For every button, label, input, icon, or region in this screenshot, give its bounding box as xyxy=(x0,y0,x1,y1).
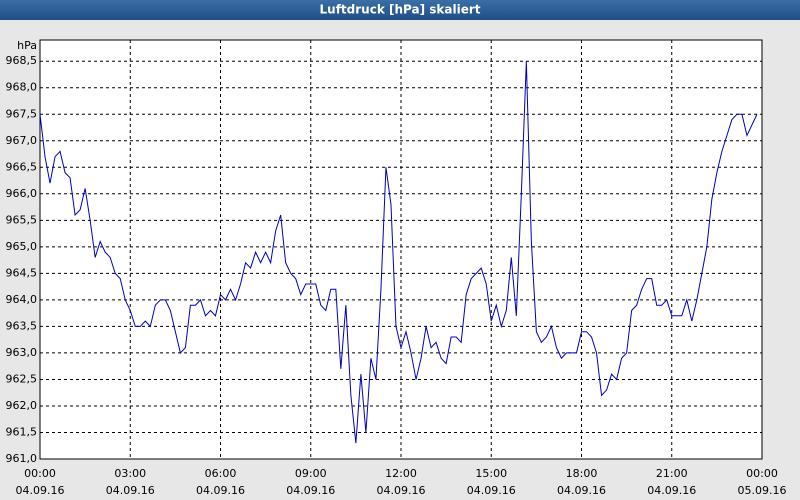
y-tick-label: 965,0 xyxy=(6,240,38,253)
y-tick-label: 966,0 xyxy=(6,187,38,200)
x-tick-label: 09:00 xyxy=(295,467,327,480)
x-tick-label: 21:00 xyxy=(656,467,688,480)
x-tick-date: 04.09.16 xyxy=(196,484,245,497)
x-tick-label: 15:00 xyxy=(475,467,507,480)
y-tick-label: 967,0 xyxy=(6,134,38,147)
x-tick-date: 04.09.16 xyxy=(106,484,155,497)
y-tick-label: 962,0 xyxy=(6,399,38,412)
title-bar xyxy=(0,0,800,20)
y-tick-label: 964,0 xyxy=(6,293,38,306)
y-tick-label: 967,5 xyxy=(6,107,38,120)
x-tick-date: 04.09.16 xyxy=(647,484,696,497)
data-line xyxy=(39,61,758,444)
y-tick-label: 964,5 xyxy=(6,266,38,279)
y-tick-label: 965,5 xyxy=(6,213,38,226)
x-tick-date: 04.09.16 xyxy=(377,484,426,497)
x-tick-date: 04.09.16 xyxy=(286,484,335,497)
x-tick-label: 03:00 xyxy=(114,467,146,480)
y-tick-label: 968,0 xyxy=(6,81,38,94)
x-tick-label: 06:00 xyxy=(205,467,237,480)
y-tick-label: 961,5 xyxy=(6,425,38,438)
chart-title: Luftdruck [hPa] skaliert xyxy=(320,3,481,17)
y-tick-label: 963,0 xyxy=(6,346,38,359)
x-tick-date: 04.09.16 xyxy=(16,484,65,497)
y-tick-label: 963,5 xyxy=(6,319,38,332)
x-tick-label: 12:00 xyxy=(385,467,417,480)
y-tick-label: 962,5 xyxy=(6,372,38,385)
x-tick-date: 05.09.16 xyxy=(738,484,787,497)
y-tick-label: 968,5 xyxy=(6,54,38,67)
x-tick-label: 00:00 xyxy=(24,467,56,480)
x-tick-label: 18:00 xyxy=(566,467,598,480)
x-tick-label: 00:00 xyxy=(746,467,778,480)
x-tick-date: 04.09.16 xyxy=(557,484,606,497)
y-tick-label: 961,0 xyxy=(6,452,38,465)
plot-frame xyxy=(39,39,763,460)
x-tick-date: 04.09.16 xyxy=(467,484,516,497)
y-axis-label: hPa xyxy=(17,39,37,52)
y-tick-label: 966,5 xyxy=(6,160,38,173)
